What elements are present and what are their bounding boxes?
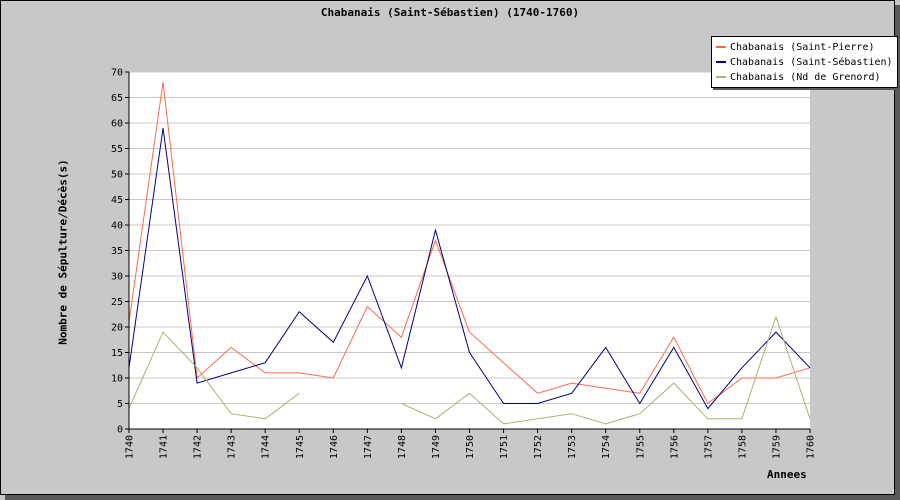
x-tick-label: 1743 xyxy=(227,435,238,459)
legend-label-saint-pierre: Chabanais (Saint-Pierre) xyxy=(730,41,875,53)
x-ticks: 1740 1741 1742 1743 1744 1745 1746 1747 1748 1749… xyxy=(125,429,817,459)
legend-swatch-nd-de-grenord xyxy=(716,76,726,78)
y-tick-label: 45 xyxy=(111,195,123,206)
x-tick-label: 1753 xyxy=(567,435,578,459)
y-tick-label: 35 xyxy=(111,246,123,257)
series-layer xyxy=(128,82,811,425)
series-line xyxy=(128,128,811,410)
legend-swatch-saint-pierre xyxy=(716,46,726,48)
x-tick-label: 1750 xyxy=(465,435,476,459)
x-tick-label: 1756 xyxy=(669,435,680,459)
y-tick-label: 60 xyxy=(111,119,123,130)
y-tick-label: 70 xyxy=(111,68,123,79)
x-tick-label: 1741 xyxy=(159,435,170,459)
x-tick-label: 1748 xyxy=(397,435,408,459)
x-tick-label: 1759 xyxy=(771,435,782,459)
y-tick-label: 30 xyxy=(111,272,123,283)
series-line xyxy=(401,315,811,425)
x-tick-label: 1745 xyxy=(295,435,306,459)
x-tick-label: 1754 xyxy=(601,435,612,459)
y-tick-label: 55 xyxy=(111,144,123,155)
y-tick-label: 40 xyxy=(111,221,123,232)
chart-title: Chabanais (Saint-Sébastien) (1740-1760) xyxy=(320,6,580,19)
series-2 xyxy=(128,315,811,425)
x-tick-label: 1740 xyxy=(125,435,136,459)
x-tick-label: 1760 xyxy=(806,435,817,459)
series-line xyxy=(128,82,811,405)
x-tick-label: 1742 xyxy=(193,435,204,459)
y-tick-label: 65 xyxy=(111,93,123,104)
x-tick-label: 1747 xyxy=(363,435,374,459)
x-tick-label: 1755 xyxy=(635,435,646,459)
x-tick-label: 1758 xyxy=(737,435,748,459)
x-tick-label: 1751 xyxy=(499,435,510,459)
x-tick-label: 1752 xyxy=(533,435,544,459)
y-tick-label: 25 xyxy=(111,297,123,308)
legend: Chabanais (Saint-Pierre) Chabanais (Sain… xyxy=(711,36,898,88)
y-tick-label: 20 xyxy=(111,323,123,334)
series-1 xyxy=(128,128,811,410)
legend-item-saint-pierre: Chabanais (Saint-Pierre) xyxy=(716,40,875,54)
x-tick-label: 1757 xyxy=(703,435,714,459)
x-tick-label: 1744 xyxy=(261,435,272,459)
legend-item-saint-sebastien: Chabanais (Saint-Sébastien) xyxy=(716,55,893,69)
x-tick-label: 1749 xyxy=(431,435,442,459)
legend-label-saint-sebastien: Chabanais (Saint-Sébastien) xyxy=(730,56,893,68)
y-tick-label: 5 xyxy=(117,399,123,410)
legend-swatch-saint-sebastien xyxy=(716,61,726,63)
series-0 xyxy=(128,82,811,405)
y-axis-label: Nombre de Sépulture/Décès(s) xyxy=(56,159,70,345)
series-line xyxy=(128,331,300,420)
y-tick-label: 10 xyxy=(111,374,123,385)
x-tick-label: 1746 xyxy=(329,435,340,459)
grid-layer xyxy=(129,71,810,404)
y-tick-label: 0 xyxy=(117,425,123,436)
legend-item-nd-de-grenord: Chabanais (Nd de Grenord) xyxy=(716,70,881,84)
legend-label-nd-de-grenord: Chabanais (Nd de Grenord) xyxy=(730,71,881,83)
y-tick-label: 15 xyxy=(111,348,123,359)
y-tick-label: 50 xyxy=(111,170,123,181)
y-ticks: 0 5 10 15 20 25 30 35 40 45 50 55 60 65 70 xyxy=(111,68,129,436)
x-axis-label: Annees xyxy=(767,468,807,481)
